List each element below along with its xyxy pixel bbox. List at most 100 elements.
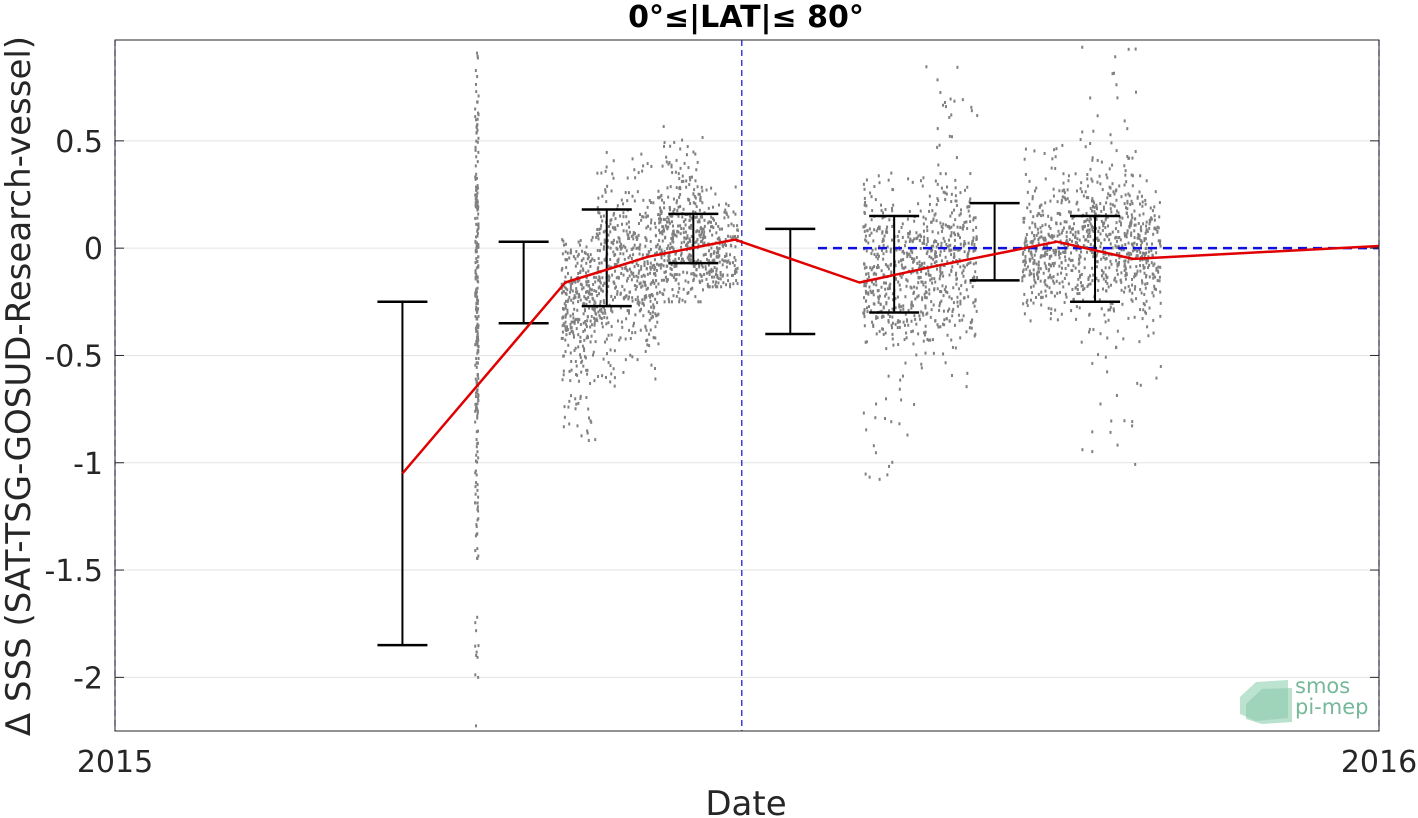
- scatter-point: [687, 280, 690, 284]
- scatter-point: [650, 201, 653, 205]
- scatter-point: [1024, 244, 1027, 248]
- scatter-point: [1159, 301, 1162, 305]
- scatter-point: [618, 237, 621, 241]
- scatter-point: [904, 265, 907, 269]
- scatter-point: [675, 158, 678, 162]
- scatter-point: [690, 272, 693, 276]
- scatter-point: [1133, 275, 1136, 279]
- scatter-point: [884, 207, 887, 211]
- scatter-point: [907, 232, 910, 236]
- scatter-point: [1148, 306, 1151, 310]
- scatter-point: [583, 295, 586, 299]
- scatter-point: [612, 238, 615, 242]
- scatter-point: [625, 294, 628, 298]
- scatter-point: [1146, 325, 1149, 329]
- scatter-point: [591, 257, 594, 261]
- scatter-point: [585, 297, 588, 301]
- scatter-point: [667, 255, 670, 259]
- scatter-point: [655, 268, 658, 272]
- scatter-point: [600, 287, 603, 291]
- scatter-point: [1120, 223, 1123, 227]
- scatter-point: [736, 266, 739, 270]
- scatter-point: [1022, 268, 1025, 272]
- scatter-point: [876, 316, 879, 320]
- scatter-point: [975, 309, 978, 313]
- scatter-point: [475, 249, 478, 253]
- scatter-point: [715, 222, 718, 226]
- scatter-point: [476, 344, 479, 348]
- scatter-point: [1127, 284, 1130, 288]
- scatter-point: [588, 292, 591, 296]
- scatter-point: [667, 217, 670, 221]
- scatter-point: [474, 459, 477, 463]
- scatter-point: [475, 51, 478, 55]
- scatter-point: [578, 243, 581, 247]
- scatter-point: [912, 257, 915, 261]
- scatter-point: [735, 237, 738, 241]
- scatter-point: [1074, 266, 1077, 270]
- scatter-point: [952, 307, 955, 311]
- scatter-point: [1092, 129, 1095, 133]
- scatter-point: [633, 199, 636, 203]
- scatter-point: [1076, 292, 1079, 296]
- scatter-point: [875, 316, 878, 320]
- scatter-point: [1052, 264, 1055, 268]
- scatter-point: [939, 290, 942, 294]
- scatter-point: [609, 258, 612, 262]
- scatter-point: [959, 265, 962, 269]
- scatter-point: [734, 212, 737, 216]
- scatter-point: [628, 274, 631, 278]
- scatter-point: [1134, 223, 1137, 227]
- scatter-point: [930, 300, 933, 304]
- scatter-point: [650, 281, 653, 285]
- scatter-point: [881, 231, 884, 235]
- scatter-point: [579, 335, 582, 339]
- scatter-point: [476, 416, 479, 420]
- scatter-point: [1028, 226, 1031, 230]
- scatter-point: [562, 369, 565, 373]
- scatter-point: [727, 259, 730, 263]
- scatter-point: [1030, 298, 1033, 302]
- scatter-point: [713, 250, 716, 254]
- scatter-point: [1104, 252, 1107, 256]
- scatter-point: [1029, 257, 1032, 261]
- scatter-point: [921, 241, 924, 245]
- scatter-point: [597, 237, 600, 241]
- scatter-point: [1140, 225, 1143, 229]
- scatter-point: [586, 429, 589, 433]
- scatter-point: [677, 205, 680, 209]
- scatter-point: [607, 361, 610, 365]
- scatter-point: [1071, 216, 1074, 220]
- scatter-point: [926, 225, 929, 229]
- scatter-point: [474, 644, 477, 648]
- scatter-point: [876, 257, 879, 261]
- scatter-point: [731, 261, 734, 265]
- scatter-point: [916, 261, 919, 265]
- scatter-point: [686, 234, 689, 238]
- scatter-point: [658, 206, 661, 210]
- scatter-point: [696, 185, 699, 189]
- scatter-point: [1152, 318, 1155, 322]
- scatter-point: [926, 337, 929, 341]
- scatter-point: [902, 304, 905, 308]
- scatter-point: [702, 236, 705, 240]
- scatter-point: [578, 318, 581, 322]
- scatter-point: [1030, 272, 1033, 276]
- scatter-point: [563, 302, 566, 306]
- scatter-point: [892, 298, 895, 302]
- scatter-point: [863, 315, 866, 319]
- scatter-point: [624, 245, 627, 249]
- scatter-point: [607, 321, 610, 325]
- scatter-point: [646, 205, 649, 209]
- scatter-point: [475, 172, 478, 176]
- scatter-point: [724, 242, 727, 246]
- scatter-point: [571, 281, 574, 285]
- scatter-point: [620, 272, 623, 276]
- scatter-point: [727, 215, 730, 219]
- scatter-point: [1145, 228, 1148, 232]
- scatter-point: [1072, 227, 1075, 231]
- scatter-point: [948, 244, 951, 248]
- scatter-point: [902, 307, 905, 311]
- scatter-point: [610, 372, 613, 376]
- scatter-point: [1119, 238, 1122, 242]
